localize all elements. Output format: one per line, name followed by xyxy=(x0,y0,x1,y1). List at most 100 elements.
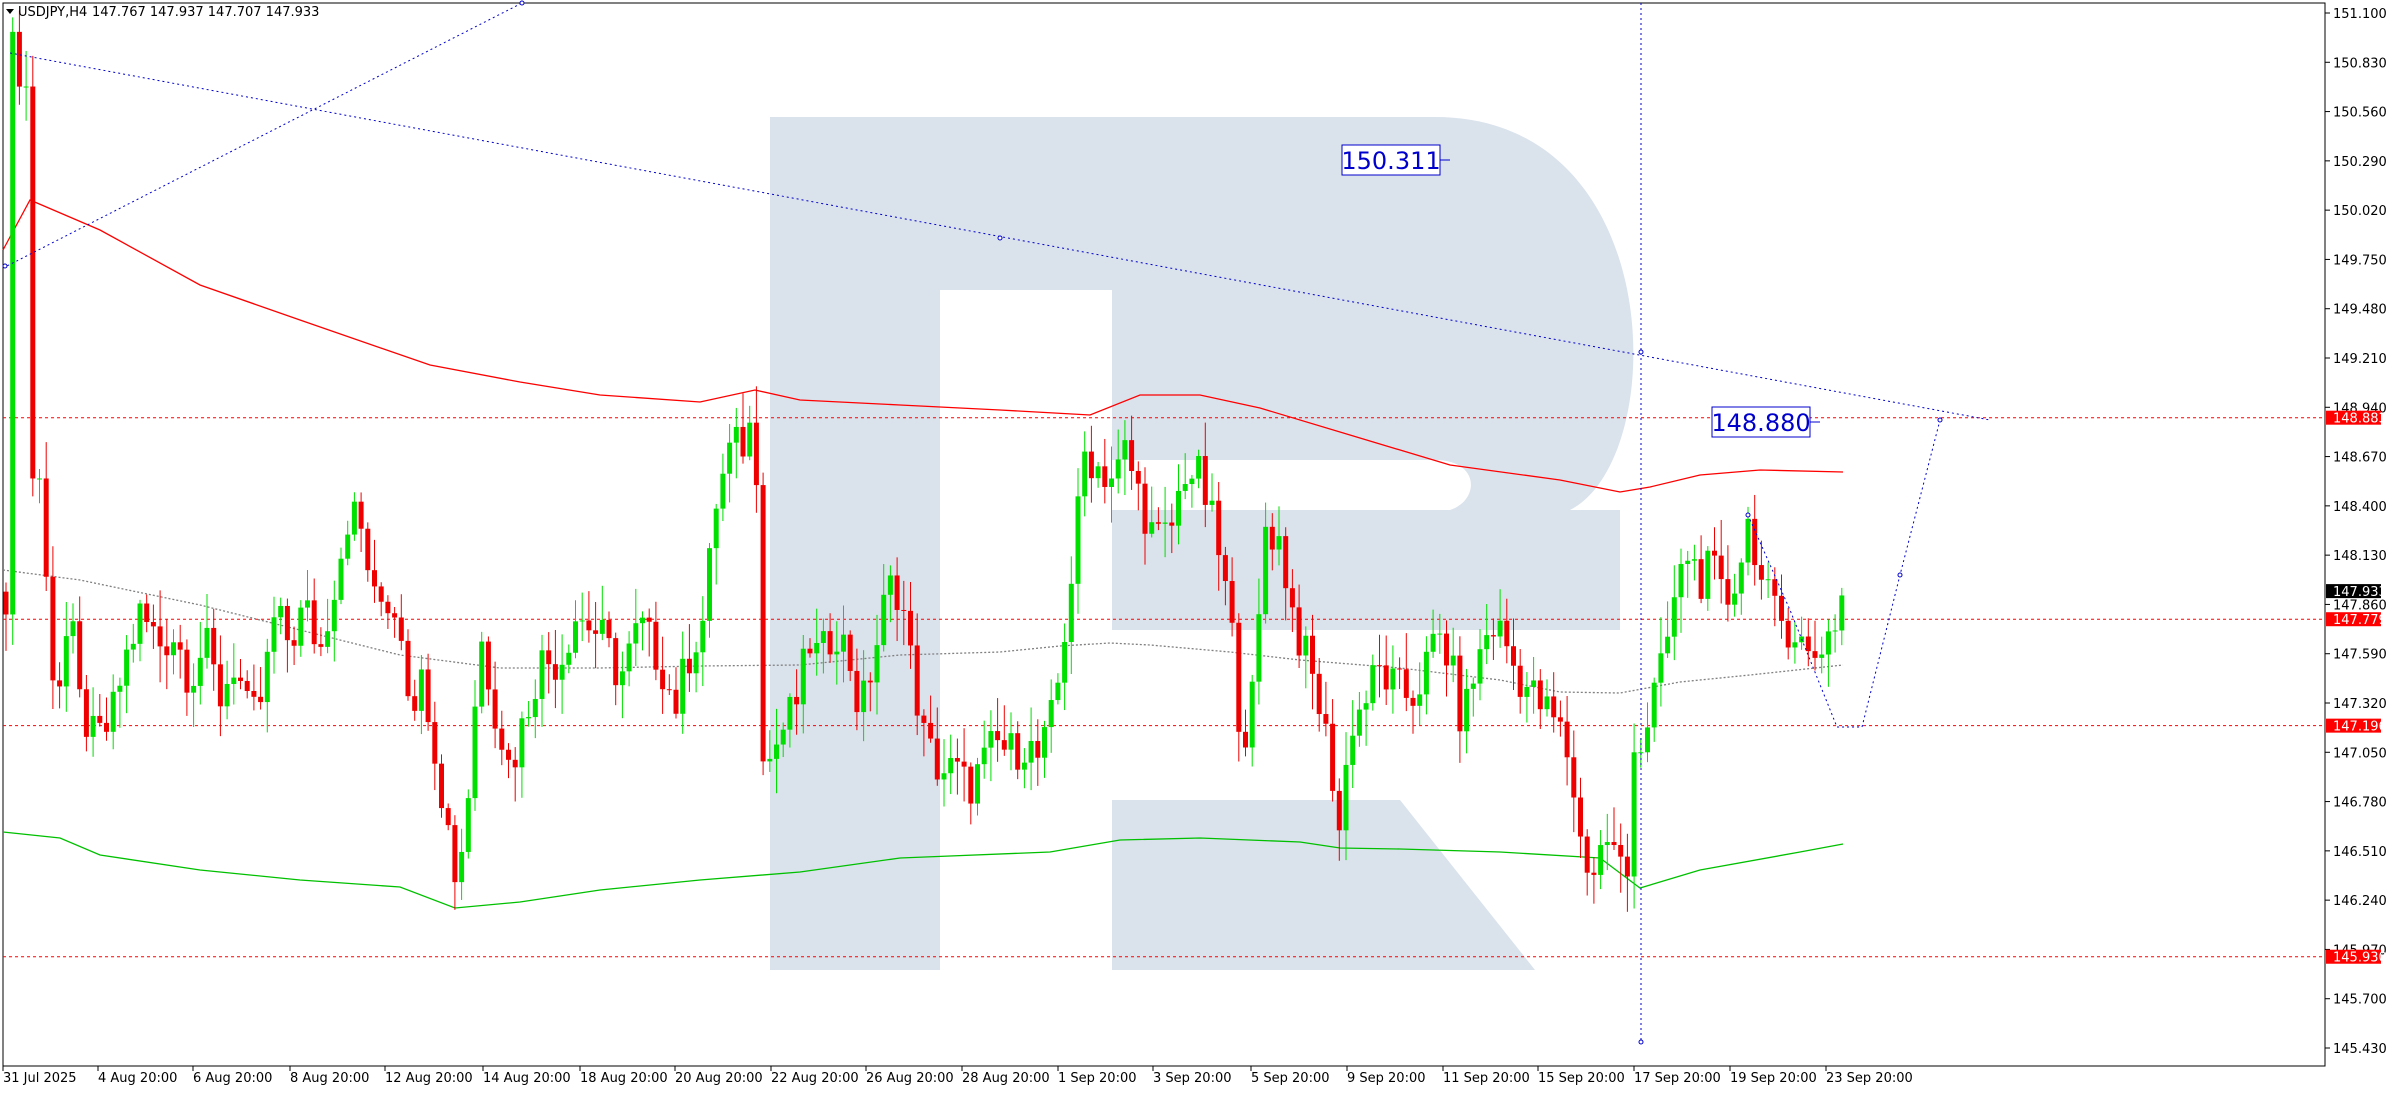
candle-body xyxy=(539,650,545,699)
candle xyxy=(1732,573,1738,617)
candle xyxy=(619,651,625,719)
candle xyxy=(1450,627,1456,683)
level-price-label: 145.930 xyxy=(2333,951,2387,966)
candle xyxy=(311,578,317,654)
candle xyxy=(1598,830,1604,890)
candle xyxy=(50,546,56,710)
anchor-point[interactable] xyxy=(1897,572,1903,578)
candle-body xyxy=(372,570,377,587)
anchor-point[interactable] xyxy=(519,0,525,6)
candle-body xyxy=(1229,581,1235,623)
candle xyxy=(1323,681,1329,737)
candle-body xyxy=(1035,740,1041,758)
anchor-point[interactable] xyxy=(1937,417,1943,423)
candle-body xyxy=(713,508,719,549)
candle-body xyxy=(16,31,22,87)
candle-body xyxy=(271,617,277,652)
candle xyxy=(298,600,304,657)
x-tick-label: 1 Sep 20:00 xyxy=(1058,1071,1137,1086)
candle-body xyxy=(284,605,290,641)
candle xyxy=(1383,635,1389,706)
candle xyxy=(70,603,76,654)
anchor-point[interactable] xyxy=(997,235,1003,241)
candle xyxy=(412,679,418,721)
candle xyxy=(1725,545,1731,622)
candle xyxy=(887,565,893,623)
candle xyxy=(318,627,324,657)
candle xyxy=(1135,461,1141,511)
candle-body xyxy=(1758,565,1764,580)
candle-body xyxy=(753,422,759,486)
candle xyxy=(1330,699,1336,802)
y-tick-label: 150.290 xyxy=(2333,155,2387,170)
candle-body xyxy=(881,594,887,646)
x-tick-label: 23 Sep 20:00 xyxy=(1826,1071,1913,1086)
candle xyxy=(130,623,136,663)
anchor-point[interactable] xyxy=(2,263,8,269)
y-tick-label: 149.210 xyxy=(2333,352,2387,367)
candle-body xyxy=(291,640,297,646)
candle xyxy=(211,608,217,691)
candle-body xyxy=(1129,440,1135,471)
candle-body xyxy=(1155,522,1161,524)
candle-body xyxy=(278,605,284,618)
candle-body xyxy=(217,664,223,707)
candle-body xyxy=(1785,620,1791,648)
y-tick-label: 146.240 xyxy=(2333,894,2387,909)
candle-body xyxy=(1839,595,1845,631)
candle xyxy=(814,608,820,676)
candle xyxy=(1417,662,1423,726)
candle xyxy=(97,694,103,727)
target-box xyxy=(1711,406,1811,438)
candle xyxy=(1812,620,1818,671)
candle-body xyxy=(264,651,270,703)
y-tick-label: 151.100 xyxy=(2333,7,2387,22)
candle-body xyxy=(1517,665,1523,697)
candle-body xyxy=(1665,636,1671,654)
candle xyxy=(566,644,572,674)
candle xyxy=(1678,548,1684,633)
candle-body xyxy=(847,634,853,671)
candle-body xyxy=(854,670,860,713)
dropdown-triangle-icon[interactable] xyxy=(6,9,14,14)
x-tick-label: 20 Aug 20:00 xyxy=(675,1071,763,1086)
candle-body xyxy=(968,766,974,804)
candle xyxy=(1176,464,1181,545)
candle-body xyxy=(1008,733,1014,750)
candle-body xyxy=(258,696,264,703)
anchor-point[interactable] xyxy=(1745,512,1751,518)
candle xyxy=(1015,721,1021,780)
y-tick-label: 149.480 xyxy=(2333,303,2387,318)
anchor-point[interactable] xyxy=(1638,349,1644,355)
anchor-point[interactable] xyxy=(1638,1039,1644,1045)
candle xyxy=(720,453,726,522)
candle xyxy=(1624,833,1630,912)
candle-body xyxy=(740,426,746,457)
candle xyxy=(1377,634,1382,698)
trend-line-rising[interactable] xyxy=(2,2,523,269)
candle-body xyxy=(1832,630,1838,632)
candle-body xyxy=(157,626,163,647)
y-tick-label: 149.750 xyxy=(2333,253,2387,268)
candle xyxy=(593,601,599,669)
candle-body xyxy=(1477,649,1483,684)
y-tick-label: 147.050 xyxy=(2333,746,2387,761)
candle xyxy=(827,613,833,663)
candle-body xyxy=(526,717,532,719)
candle-body xyxy=(774,744,779,759)
candle xyxy=(418,655,424,735)
candle-body xyxy=(1551,696,1557,718)
candle-body xyxy=(1712,550,1717,556)
candle xyxy=(57,662,63,709)
chart-header: USDJPY,H4 147.767 147.937 147.707 147.93… xyxy=(6,5,319,20)
candle xyxy=(820,618,826,674)
forecast-path[interactable] xyxy=(1747,419,1941,728)
candle xyxy=(1243,709,1248,757)
candle-body xyxy=(318,644,324,647)
candle xyxy=(325,598,331,654)
candle-body xyxy=(30,86,36,479)
candle xyxy=(452,815,458,910)
candle xyxy=(1216,482,1222,591)
